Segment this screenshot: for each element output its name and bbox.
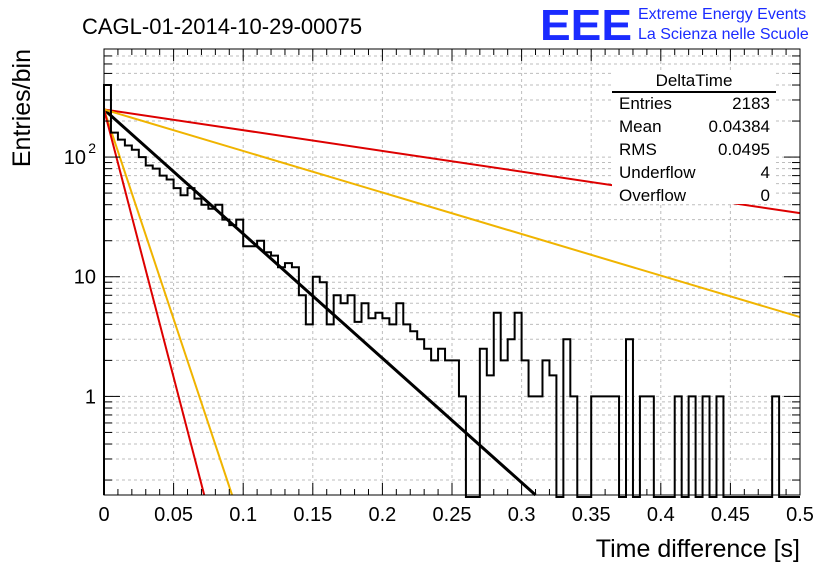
x-tick-label: 0.05 xyxy=(154,504,193,526)
y-tick-label: 10 xyxy=(74,267,96,289)
y-tick-label: 1 xyxy=(85,386,96,408)
stats-box-frame xyxy=(612,72,776,204)
x-tick-label: 0 xyxy=(98,504,109,526)
stats-rows: Entries 2183 Mean 0.04384 RMS 0.0495 Underflow… xyxy=(619,94,770,205)
fit-line xyxy=(103,108,537,497)
fit-line xyxy=(103,109,234,496)
eee-logo: EEE Extreme Energy Events La Scienza nel… xyxy=(540,1,809,50)
x-tick-label: 0.5 xyxy=(786,504,814,526)
logo-mark: EEE xyxy=(540,1,632,50)
stats-row-value: 4 xyxy=(761,163,770,182)
y-axis-label: Entries/bin xyxy=(8,49,36,167)
stats-row-label: Entries xyxy=(619,94,672,113)
chart-title: CAGL-01-2014-10-29-00075 xyxy=(82,14,362,39)
y-tick-exponent: 2 xyxy=(88,140,96,156)
logo-line-1: Extreme Energy Events xyxy=(638,6,806,23)
histogram-series xyxy=(103,84,800,498)
x-tick-label: 0.35 xyxy=(572,504,611,526)
x-tick-label: 0.3 xyxy=(508,504,536,526)
x-tick-label: 0.45 xyxy=(711,504,750,526)
stats-row-value: 0 xyxy=(761,186,770,205)
stats-row-value: 0.0495 xyxy=(718,140,770,159)
x-tick-label: 0.15 xyxy=(293,504,332,526)
x-tick-label: 0.25 xyxy=(433,504,472,526)
logo-line-2: La Scienza nelle Scuole xyxy=(638,26,809,43)
axis-ticks: 0 0.05 0.1 0.15 0.2 0.25 0.3 0.35 0.4 0.45 0.5 1 10 1… xyxy=(64,48,814,526)
stats-box-title: DeltaTime xyxy=(656,71,733,90)
stats-row-label: Overflow xyxy=(619,186,687,205)
fit-line xyxy=(103,108,801,319)
stats-row-value: 0.04384 xyxy=(709,117,770,136)
x-axis-label: Time difference [s] xyxy=(596,535,800,563)
y-tick-label: 10 xyxy=(64,147,86,169)
x-tick-label: 0.1 xyxy=(229,504,257,526)
x-tick-label: 0.2 xyxy=(368,504,396,526)
stats-row-value: 2183 xyxy=(732,94,770,113)
stats-row-label: RMS xyxy=(619,140,657,159)
fit-line xyxy=(103,109,206,496)
stats-box: DeltaTime Entries 2183 Mean 0.04384 RMS 0.049… xyxy=(612,71,776,205)
stats-row-label: Mean xyxy=(619,117,662,136)
x-tick-label: 0.4 xyxy=(647,504,675,526)
stats-row-label: Underflow xyxy=(619,163,696,182)
